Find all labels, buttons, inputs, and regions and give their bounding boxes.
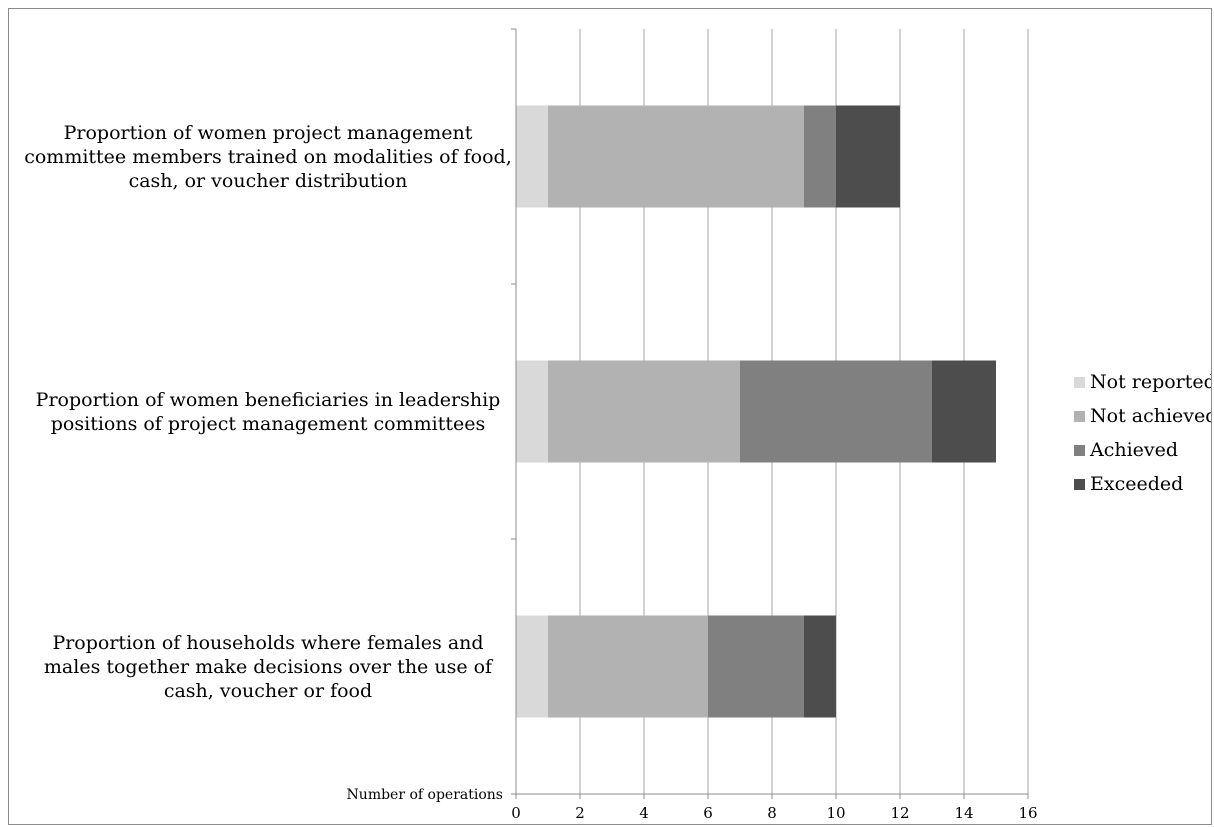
legend-item-not-reported: Not reported: [1074, 365, 1212, 399]
legend-swatch-exceeded: [1074, 478, 1085, 490]
x-tick-label-10: 10: [826, 804, 845, 822]
x-tick-label-0: 0: [511, 804, 521, 822]
bar-achieved-category-2: [740, 360, 932, 463]
bar-not-achieved-category-1: [548, 105, 804, 208]
bar-achieved-category-1: [804, 105, 836, 208]
legend-swatch-not-achieved: [1074, 410, 1085, 422]
legend-label-not-achieved: Not achieved: [1090, 405, 1212, 427]
axes: [511, 28, 1029, 799]
legend-item-exceeded: Exceeded: [1074, 467, 1211, 501]
x-tick-label-12: 12: [890, 804, 909, 822]
bar-exceeded-category-3: [804, 615, 836, 718]
legend-label-exceeded: Exceeded: [1090, 473, 1184, 495]
legend-swatch-achieved: [1074, 444, 1085, 456]
x-tick-label-14: 14: [954, 804, 973, 822]
x-tick-label-6: 6: [703, 804, 713, 822]
bar-not-reported-category-1: [516, 105, 548, 208]
x-axis-label: Number of operations: [346, 787, 503, 803]
bar-not-reported-category-3: [516, 615, 548, 718]
chart-frame: 0 2 4 6 8 10 12 14 16 Proportion of women projec…: [8, 8, 1212, 825]
chart-plot: 0 2 4 6 8 10 12 14 16: [511, 28, 1038, 822]
legend: Not reported Not achieved Achieved Excee…: [1074, 365, 1212, 501]
bar-not-achieved-category-3: [548, 615, 708, 718]
x-tick-label-2: 2: [575, 804, 585, 822]
bar-not-reported-category-2: [516, 360, 548, 463]
legend-item-achieved: Achieved: [1074, 433, 1211, 467]
category-label-1: Proportion of women project management c…: [24, 121, 512, 192]
category-label-3: Proportion of households where females a…: [43, 631, 493, 702]
x-tick-labels: 0 2 4 6 8 10 12 14 16: [511, 804, 1037, 822]
legend-label-not-reported: Not reported: [1090, 371, 1212, 393]
x-tick-label-16: 16: [1018, 804, 1037, 822]
bar-not-achieved-category-2: [548, 360, 740, 463]
bar-achieved-category-3: [708, 615, 804, 718]
legend-item-not-achieved: Not achieved: [1074, 399, 1212, 433]
category-label-2: Proportion of women beneficiaries in lea…: [35, 388, 501, 435]
x-tick-label-4: 4: [639, 804, 649, 822]
legend-label-achieved: Achieved: [1090, 439, 1179, 461]
legend-swatch-not-reported: [1074, 376, 1085, 388]
bars: [516, 105, 996, 718]
bar-exceeded-category-1: [836, 105, 900, 208]
bar-exceeded-category-2: [932, 360, 996, 463]
x-tick-label-8: 8: [767, 804, 777, 822]
